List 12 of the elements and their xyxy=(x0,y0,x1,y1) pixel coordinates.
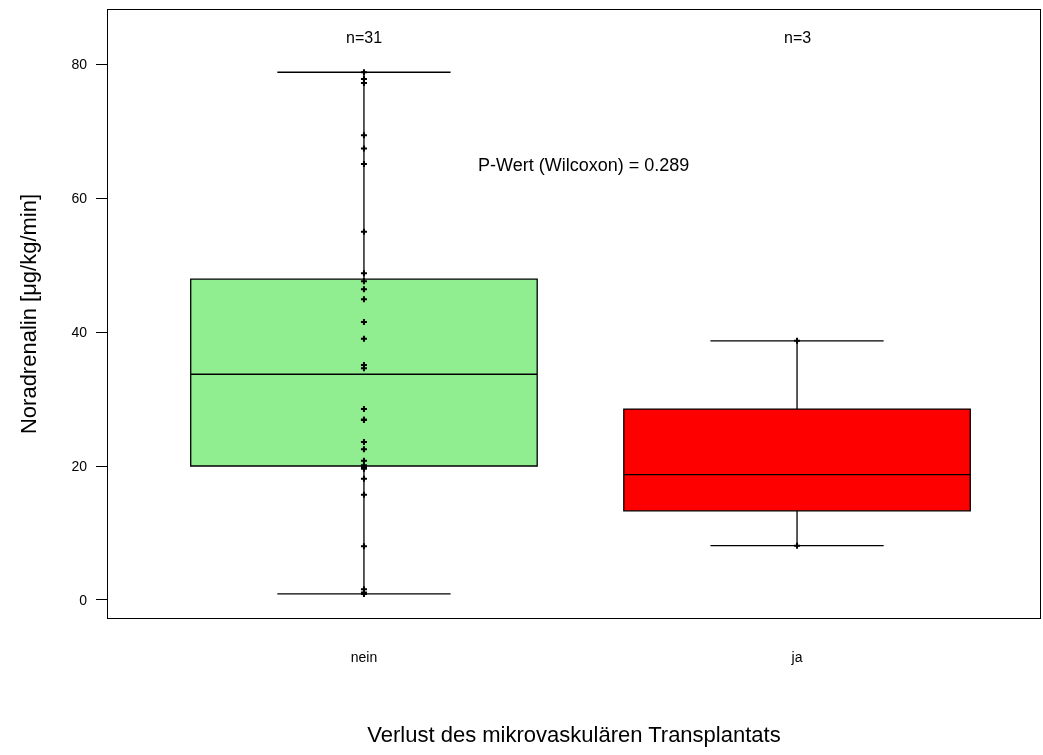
y-tick-label: 60 xyxy=(71,190,88,207)
y-tick-label: 80 xyxy=(71,56,88,73)
y-tick-label: 0 xyxy=(79,591,88,608)
annotation: n=3 xyxy=(784,29,812,46)
y-tick-label: 40 xyxy=(71,323,88,340)
annotation: P-Wert (Wilcoxon) = 0.289 xyxy=(478,155,690,175)
annotation: n=31 xyxy=(346,29,383,46)
y-tick-label: 20 xyxy=(71,457,88,474)
x-tick-label: ja xyxy=(790,648,803,665)
y-axis-title: Noradrenalin [μg/kg/min] xyxy=(16,193,42,435)
x-axis-title: Verlust des mikrovaskulären Transplantats xyxy=(367,721,781,747)
x-tick-label: nein xyxy=(350,648,378,665)
